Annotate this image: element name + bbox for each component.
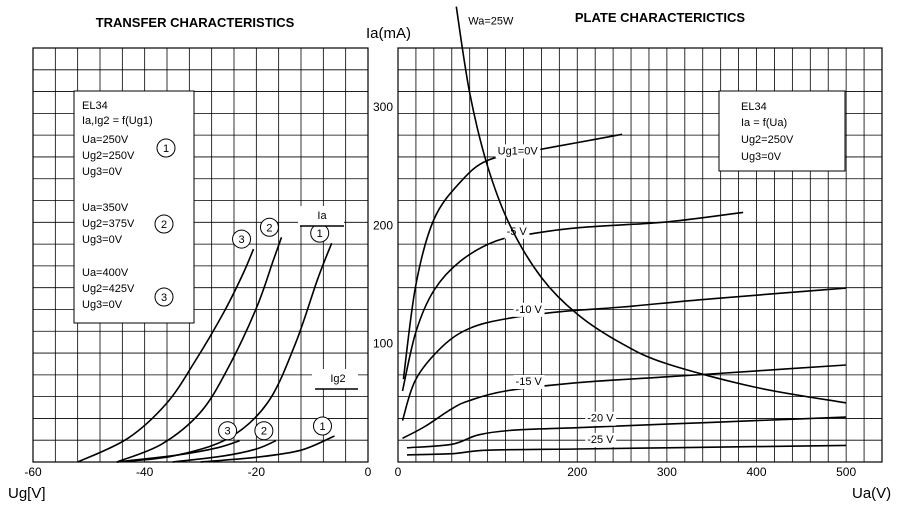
plate-curve-label: -20 V — [587, 413, 614, 425]
ig2-label-bg — [312, 369, 358, 389]
transfer-curve-label: 1 — [319, 421, 325, 433]
cond3-line2: Ug2=425V — [82, 283, 135, 295]
plate-curve-label-bg — [585, 411, 617, 426]
transfer-legend-tube: EL34 — [82, 100, 108, 112]
plate-grid — [397, 47, 883, 463]
transfer-curve-label: 3 — [238, 234, 244, 246]
transfer-curve-ig2-1 — [200, 435, 335, 463]
cond1-line1: Ua=250V — [82, 134, 129, 146]
plate-chart-title: PLATE CHARACTERICTICS — [575, 10, 746, 25]
transfer-curve-label: 3 — [225, 426, 231, 438]
plate-curves: Ug1=0V -5 V -10 V -15 V -20 V -25 V Wa=25W — [401, 6, 847, 456]
transfer-legend-function: Ia,Ig2 = f(Ug1) — [82, 115, 153, 127]
transfer-curve-marker — [254, 421, 274, 441]
plate-curve-label-bg — [466, 14, 517, 29]
plate-curve-label-bg — [513, 302, 545, 317]
transfer-curve-marker — [313, 416, 332, 436]
plate-chart: PLATE CHARACTERICTICS Ia(mA) Ua(V) 0 200 3… — [366, 6, 891, 502]
plate-curve-15-v — [402, 364, 847, 440]
plate-curve-ug1-0v — [402, 133, 623, 380]
plate-legend-box: EL34 Ia = f(Ua) Ug2=250V Ug3=0V — [718, 90, 846, 172]
plate-x-tick-label: 500 — [836, 465, 856, 479]
transfer-curve-label: 2 — [261, 426, 267, 438]
plate-curve-5-v — [401, 211, 744, 392]
cond3-marker — [154, 287, 174, 307]
transfer-chart: TRANSFER CHARACTERISTICS Ug[V] -60 -40 -20… — [8, 15, 372, 502]
plate-curve-label-bg — [585, 432, 617, 447]
plate-x-tick-label: 0 — [395, 465, 402, 479]
plate-x-tick-label: 300 — [657, 465, 677, 479]
plate-curve-label: -10 V — [516, 304, 543, 316]
transfer-curve-marker — [232, 229, 252, 249]
plate-x-tick-label: 400 — [747, 465, 767, 479]
transfer-x-tick-label: -20 — [248, 465, 266, 479]
cond2-line1: Ua=350V — [82, 202, 129, 214]
transfer-legend-frame — [73, 90, 195, 324]
plate-legend-tube: EL34 — [741, 101, 767, 113]
plate-x-tick-label: 200 — [567, 465, 587, 479]
transfer-curve-ia-3 — [77, 248, 255, 463]
transfer-curve-label: 2 — [266, 222, 272, 234]
plate-y-tick-label: 100 — [373, 337, 393, 351]
plate-curve-label: -5 V — [507, 226, 528, 238]
plate-plot-frame — [397, 47, 883, 463]
transfer-curve-ig2-2 — [172, 439, 277, 463]
plate-curve-label: Wa=25W — [468, 16, 514, 28]
transfer-x-tick-label: -60 — [24, 465, 42, 479]
transfer-x-tick-label: -40 — [136, 465, 154, 479]
plate-curve-wa-25w — [455, 6, 847, 404]
transfer-x-ticks: -60 -40 -20 0 — [24, 465, 371, 479]
transfer-curve-ia-2 — [116, 237, 283, 463]
plate-curve-20-v — [406, 416, 847, 449]
plate-curve-25-v — [406, 444, 847, 456]
ig2-group-label: Ig2 — [312, 369, 358, 390]
transfer-x-tick-label: 0 — [365, 465, 372, 479]
plate-y-ticks: 100 200 300 — [373, 100, 393, 351]
plate-curve-label: Ug1=0V — [498, 145, 539, 157]
transfer-curves: 1 2 3 1 2 3 — [77, 217, 335, 463]
cond1-marker — [156, 138, 176, 158]
cond2-marker — [154, 214, 174, 234]
transfer-x-axis-label: Ug[V] — [8, 485, 46, 502]
cond3-marker-label: 3 — [161, 292, 167, 304]
plate-curve-label-bg — [495, 144, 541, 159]
plate-y-tick-label: 200 — [373, 218, 393, 232]
transfer-chart-title: TRANSFER CHARACTERISTICS — [96, 15, 295, 30]
plate-curve-label: -15 V — [516, 376, 543, 388]
plate-legend-function: Ia = f(Ua) — [741, 117, 787, 129]
cond2-marker-label: 2 — [161, 219, 167, 231]
ia-label-bg — [298, 206, 344, 226]
plate-y-axis-label: Ia(mA) — [366, 25, 411, 42]
transfer-curve-label: 1 — [317, 228, 323, 240]
plate-curve-label-bg — [513, 375, 545, 390]
transfer-curve-marker — [259, 217, 279, 237]
transfer-curve-ig2-3 — [116, 439, 240, 463]
ia-group-label: Ia — [298, 206, 344, 227]
cond1-line2: Ug2=250V — [82, 150, 135, 162]
ia-label: Ia — [317, 210, 327, 222]
plate-legend-cond2: Ug3=0V — [741, 151, 782, 163]
cond1-line3: Ug3=0V — [82, 166, 123, 178]
plate-curve-label: -25 V — [587, 434, 614, 446]
cond3-line3: Ug3=0V — [82, 299, 123, 311]
cond1-marker-label: 1 — [163, 143, 169, 155]
ig2-label: Ig2 — [330, 373, 345, 385]
plate-curve-10-v — [401, 287, 847, 421]
cond2-line2: Ug2=375V — [82, 218, 135, 230]
transfer-legend-box: EL34 Ia,Ig2 = f(Ug1) Ua=250V Ug2=250V Ug… — [73, 90, 195, 324]
plate-legend-frame — [718, 90, 846, 172]
plate-x-ticks: 0 200 300 400 500 — [395, 465, 857, 479]
plate-legend-cond1: Ug2=250V — [741, 134, 794, 146]
cond2-line3: Ug3=0V — [82, 234, 123, 246]
plate-y-tick-label: 300 — [373, 100, 393, 114]
cond3-line1: Ua=400V — [82, 267, 129, 279]
transfer-curve-marker — [218, 421, 238, 441]
plate-x-axis-label: Ua(V) — [852, 485, 891, 502]
